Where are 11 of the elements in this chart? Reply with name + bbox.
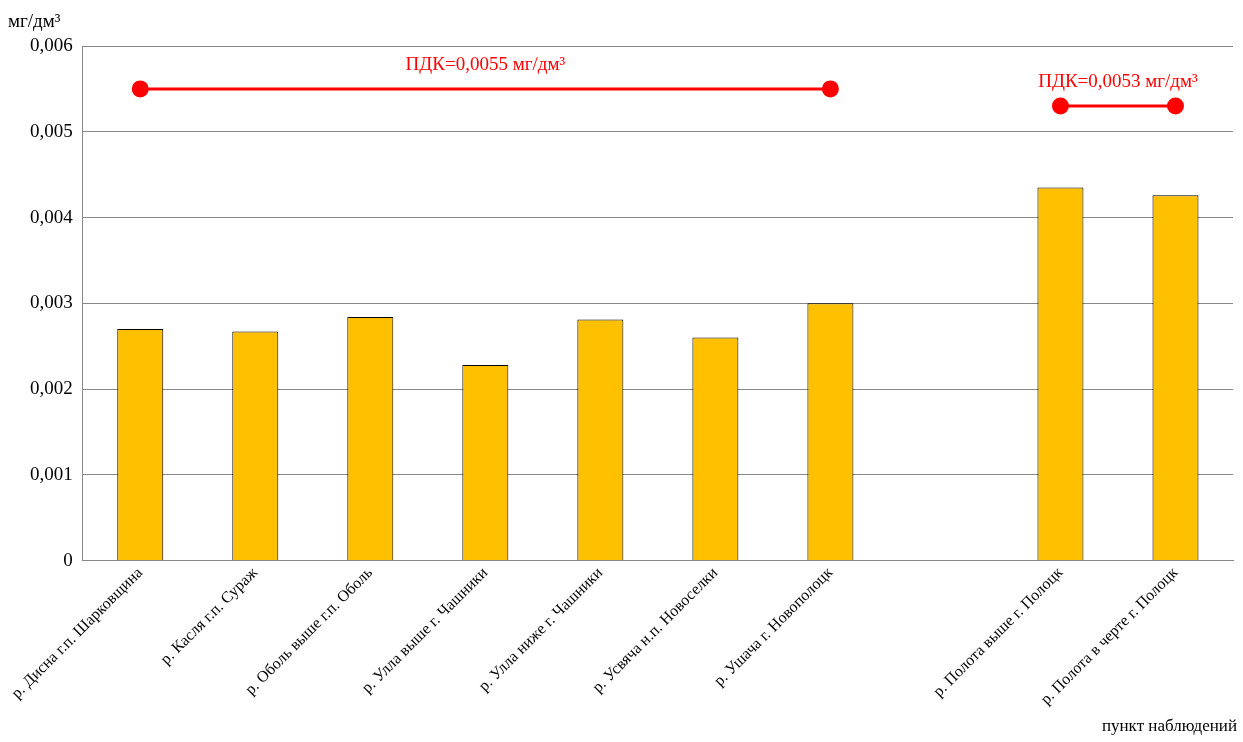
x-axis-title: пункт наблюдений bbox=[1101, 716, 1237, 736]
y-tick-label: 0,002 bbox=[30, 377, 73, 399]
y-tick-label: 0,004 bbox=[30, 205, 74, 227]
y-axis-title: мг/дм³ bbox=[8, 10, 61, 32]
y-tick-label: 0,006 bbox=[30, 33, 73, 55]
annotation: ПДК=0,0055 мг/дм³ bbox=[405, 52, 566, 74]
y-tick-label: 0,003 bbox=[30, 291, 73, 313]
annotation: ПДК=0,0053 мг/дм³ bbox=[1038, 70, 1199, 92]
y-tick-label: 0,001 bbox=[30, 462, 73, 484]
y-tick-label: 0,005 bbox=[30, 119, 73, 141]
y-tick-label: 0 bbox=[63, 548, 73, 570]
